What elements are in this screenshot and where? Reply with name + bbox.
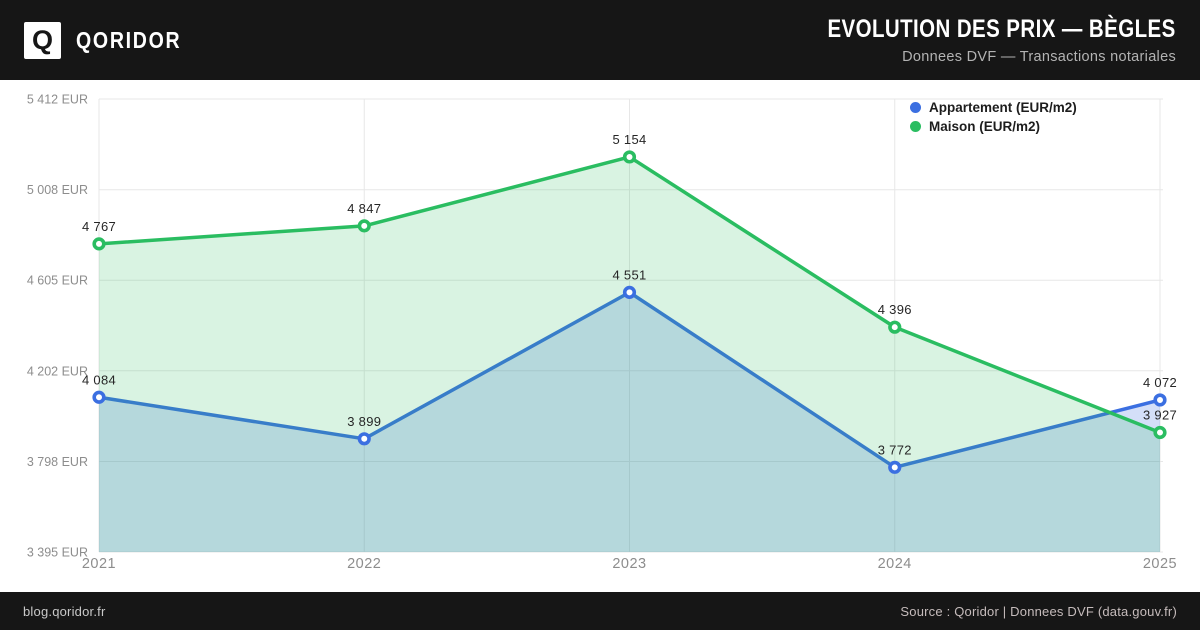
x-axis-tick-label: 2024 [878, 556, 912, 572]
data-point-label: 3 772 [878, 442, 912, 457]
series-area [99, 292, 1160, 552]
brand-name: QORIDOR [76, 26, 182, 53]
data-point-marker [622, 150, 637, 164]
page-subtitle: Donnees DVF — Transactions notariales [902, 49, 1176, 65]
chart-area: 5 412 EUR 5 008 EUR 4 605 EUR 4 202 EUR 3 79… [0, 80, 1200, 592]
y-axis-tick-label: 5 008 EUR [27, 183, 88, 197]
header: Q QORIDOR EVOLUTION DES PRIX — BÈGLES Do… [0, 0, 1200, 80]
series-area [99, 156, 1160, 553]
legend-label: Maison (EUR/m2) [929, 119, 1041, 134]
data-point-label: 4 767 [82, 219, 116, 234]
data-point-label: 4 551 [612, 267, 646, 282]
x-axis-tick-label: 2022 [347, 556, 381, 572]
data-point-marker [888, 320, 902, 334]
y-axis-tick-label: 5 412 EUR [27, 93, 88, 107]
page-title: EVOLUTION DES PRIX — BÈGLES [827, 15, 1176, 43]
legend-dot-icon [910, 102, 921, 113]
legend-label: Appartement (EUR/m2) [929, 100, 1077, 115]
data-point-label: 4 396 [878, 302, 912, 317]
footer-source: Source : Qoridor | Donnees DVF (data.gou… [900, 603, 1177, 619]
data-point-label: 5 154 [612, 132, 646, 147]
data-point-marker [888, 460, 902, 474]
y-axis-tick-label: 4 202 EUR [27, 364, 88, 378]
legend-item[interactable]: Maison (EUR/m2) [910, 119, 1077, 134]
data-point-marker [357, 219, 371, 233]
legend-dot-icon [910, 121, 921, 132]
y-axis-tick-label: 4 605 EUR [27, 274, 88, 288]
data-point-label: 4 084 [82, 372, 116, 387]
data-point-marker [1153, 425, 1167, 440]
data-point-marker [92, 390, 106, 404]
data-point-marker [1153, 393, 1167, 407]
legend-item[interactable]: Appartement (EUR/m2) [910, 100, 1077, 115]
y-axis-tick-label: 3 798 EUR [27, 455, 88, 469]
logo-letter: Q [31, 24, 53, 55]
data-point-marker [357, 432, 371, 446]
brand: Q QORIDOR [24, 21, 200, 59]
data-point-label: 4 847 [347, 201, 381, 216]
data-point-label: 3 927 [1143, 408, 1177, 423]
qoridor-logo: Q [24, 21, 61, 59]
x-axis-tick-label: 2025 [1143, 556, 1177, 572]
x-axis-tick-label: 2023 [612, 556, 646, 572]
footer: blog.qoridor.fr Source : Qoridor | Donne… [0, 592, 1200, 630]
x-axis-tick-label: 2021 [82, 556, 116, 572]
chart-legend: Appartement (EUR/m2) Maison (EUR/m2) [910, 100, 1077, 138]
price-evolution-chart: 5 412 EUR 5 008 EUR 4 605 EUR 4 202 EUR 3 79… [27, 93, 1177, 573]
data-point-marker [92, 237, 106, 251]
data-point-label: 3 899 [347, 414, 381, 429]
data-point-label: 4 072 [1143, 375, 1177, 390]
data-point-marker [622, 285, 637, 299]
y-axis-tick-label: 3 395 EUR [27, 546, 88, 560]
header-titles: EVOLUTION DES PRIX — BÈGLES Donnees DVF … [751, 15, 1176, 65]
footer-site-url: blog.qoridor.fr [23, 603, 106, 619]
